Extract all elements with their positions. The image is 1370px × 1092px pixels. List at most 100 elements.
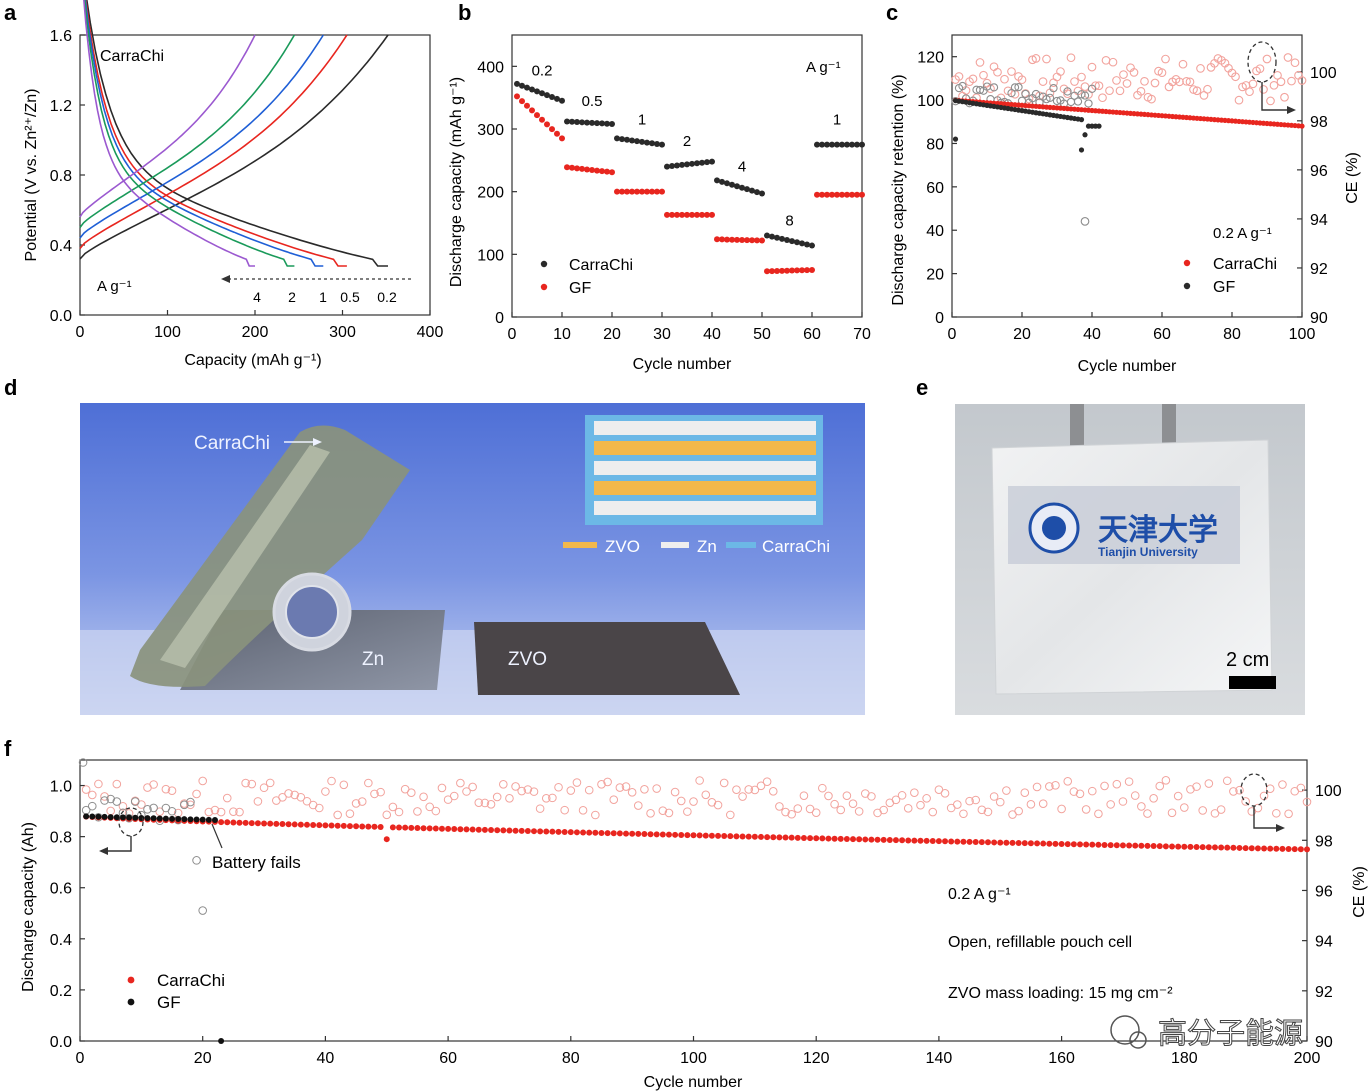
ce-carrachi-66	[1178, 59, 1188, 69]
x-tick-label: 10	[553, 326, 571, 343]
panel-label-e: e	[916, 375, 928, 400]
capacity-carrachi-66	[481, 826, 488, 833]
ce-carrachi-74	[529, 787, 539, 796]
ce-carrachi-89	[621, 782, 631, 791]
capacity-carrachi-188	[1230, 844, 1237, 851]
capacity-carrachi-109	[745, 833, 752, 840]
capacity-carrachi-130	[874, 836, 881, 843]
capacity-carrachi-34	[285, 821, 292, 828]
x-tick-label: 80	[562, 1050, 580, 1067]
ce-carrachi-98	[676, 796, 686, 806]
ce-carrachi-134	[897, 791, 907, 800]
y-tick-label: 120	[917, 50, 944, 67]
point-GF-13	[574, 165, 580, 172]
ce-carrachi-12	[989, 62, 999, 72]
capacity-carrachi-137	[917, 837, 924, 844]
ce-carrachi-86	[603, 777, 612, 787]
point-GF-17	[594, 167, 600, 174]
ce-carrachi-49	[1119, 70, 1128, 79]
capacity-carrachi-133	[892, 837, 899, 844]
y-tick-label: 60	[926, 180, 944, 197]
capacity-carrachi-75	[537, 828, 544, 835]
point-CarraChi-17	[594, 120, 600, 127]
retention-gf-extra	[1082, 132, 1088, 138]
capacity-carrachi-148	[984, 839, 991, 846]
ce-carrachi-112	[762, 777, 772, 786]
point-CarraChi-60	[809, 242, 815, 249]
panel-c-y2label: CE (%)	[1344, 152, 1361, 204]
panel-e-logo-inner	[1042, 516, 1066, 540]
capacity-carrachi-186	[1218, 844, 1225, 851]
capacity-carrachi-42	[334, 822, 341, 829]
ce-carrachi-60	[443, 795, 453, 804]
capacity-carrachi-73	[524, 828, 531, 835]
ce-carrachi-36	[296, 792, 306, 802]
panel-c-ylabel: Discharge capacity retention (%)	[890, 74, 907, 305]
x-tick-label: 20	[1013, 326, 1031, 343]
ce-gf-27	[1042, 94, 1051, 104]
ce-gf-12	[989, 83, 999, 92]
ce-carrachi-43	[1098, 93, 1107, 103]
rate-label-0.2: 0.2	[377, 289, 397, 305]
point-GF-14	[579, 165, 585, 172]
point-CarraChi-20	[609, 120, 615, 127]
y-tick-label: 0.0	[50, 1034, 72, 1051]
capacity-carrachi-88	[616, 830, 623, 837]
capacity-carrachi-187	[1224, 844, 1231, 851]
x-tick-label: 180	[1171, 1050, 1198, 1067]
ce-carrachi-185	[1210, 809, 1220, 818]
panel-b-unit: A g⁻¹	[806, 59, 841, 76]
ce-carrachi-54	[1136, 86, 1146, 96]
capacity-carrachi-92	[641, 831, 648, 838]
ce-carrachi-72	[517, 786, 527, 796]
capacity-carrachi-87	[610, 830, 617, 837]
ce-carrachi-85	[597, 779, 606, 789]
point-CarraChi-43	[724, 180, 730, 187]
point-GF-66	[839, 191, 845, 198]
point-GF-27	[644, 188, 650, 195]
ce-carrachi-24	[1031, 54, 1041, 63]
charge-curve-0.5	[79, 34, 348, 250]
panel-e-photo: 天津大学 Tianjin University 2 cm	[955, 404, 1305, 715]
point-CarraChi-18	[599, 120, 605, 127]
panel-d-separator-highlight	[160, 445, 330, 668]
capacity-carrachi-145	[966, 838, 973, 845]
capacity-carrachi-160	[1058, 840, 1065, 847]
point-GF-31	[664, 211, 670, 218]
ce-gf-18	[186, 797, 195, 807]
ce-carrachi-119	[805, 804, 815, 814]
ce-carrachi-158	[1045, 782, 1054, 791]
point-GF-15	[584, 166, 590, 173]
y-tick-label: 0.4	[50, 932, 72, 949]
panel-c-xlabel: Cycle number	[1078, 358, 1177, 375]
panel-b-legend-marker-carrachi	[540, 260, 548, 268]
point-GF-39	[704, 211, 710, 218]
ce-carrachi-2	[87, 790, 97, 800]
panel-f-chart: 0 20 40 60 80 100 120 140 160 180 200 0.0 0.2 0.4 0.6 0…	[20, 758, 1368, 1091]
panel-c-legend-carrachi: CarraChi	[1213, 256, 1277, 273]
capacity-carrachi-182	[1193, 843, 1200, 850]
ce-carrachi-84	[591, 810, 600, 820]
capacity-carrachi-199	[1297, 846, 1304, 853]
ce-carrachi-82	[1234, 95, 1244, 105]
ce-carrachi-55	[413, 807, 422, 816]
ce-carrachi-135	[903, 804, 913, 813]
point-CarraChi-44	[729, 181, 735, 188]
point-GF-58	[799, 267, 805, 274]
ce-carrachi-90	[1262, 54, 1272, 64]
rate-label-0.5: 0.5	[340, 289, 360, 305]
discharge-curve-2	[83, 0, 295, 267]
capacity-carrachi-123	[831, 835, 838, 842]
capacity-carrachi-147	[978, 839, 985, 846]
capacity-carrachi-90	[629, 830, 636, 837]
point-GF-49	[754, 237, 760, 244]
capacity-gf-8	[126, 814, 133, 821]
y-tick-label: 1.0	[50, 779, 72, 796]
ce-carrachi-20	[198, 776, 207, 786]
ce-carrachi-78	[554, 782, 563, 792]
ce-carrachi-92	[640, 785, 649, 794]
ce-carrachi-20	[1017, 75, 1027, 85]
ce-carrachi-180	[1180, 803, 1189, 812]
point-CarraChi-19	[604, 120, 610, 127]
panel-d-zvo-plate	[474, 622, 740, 695]
